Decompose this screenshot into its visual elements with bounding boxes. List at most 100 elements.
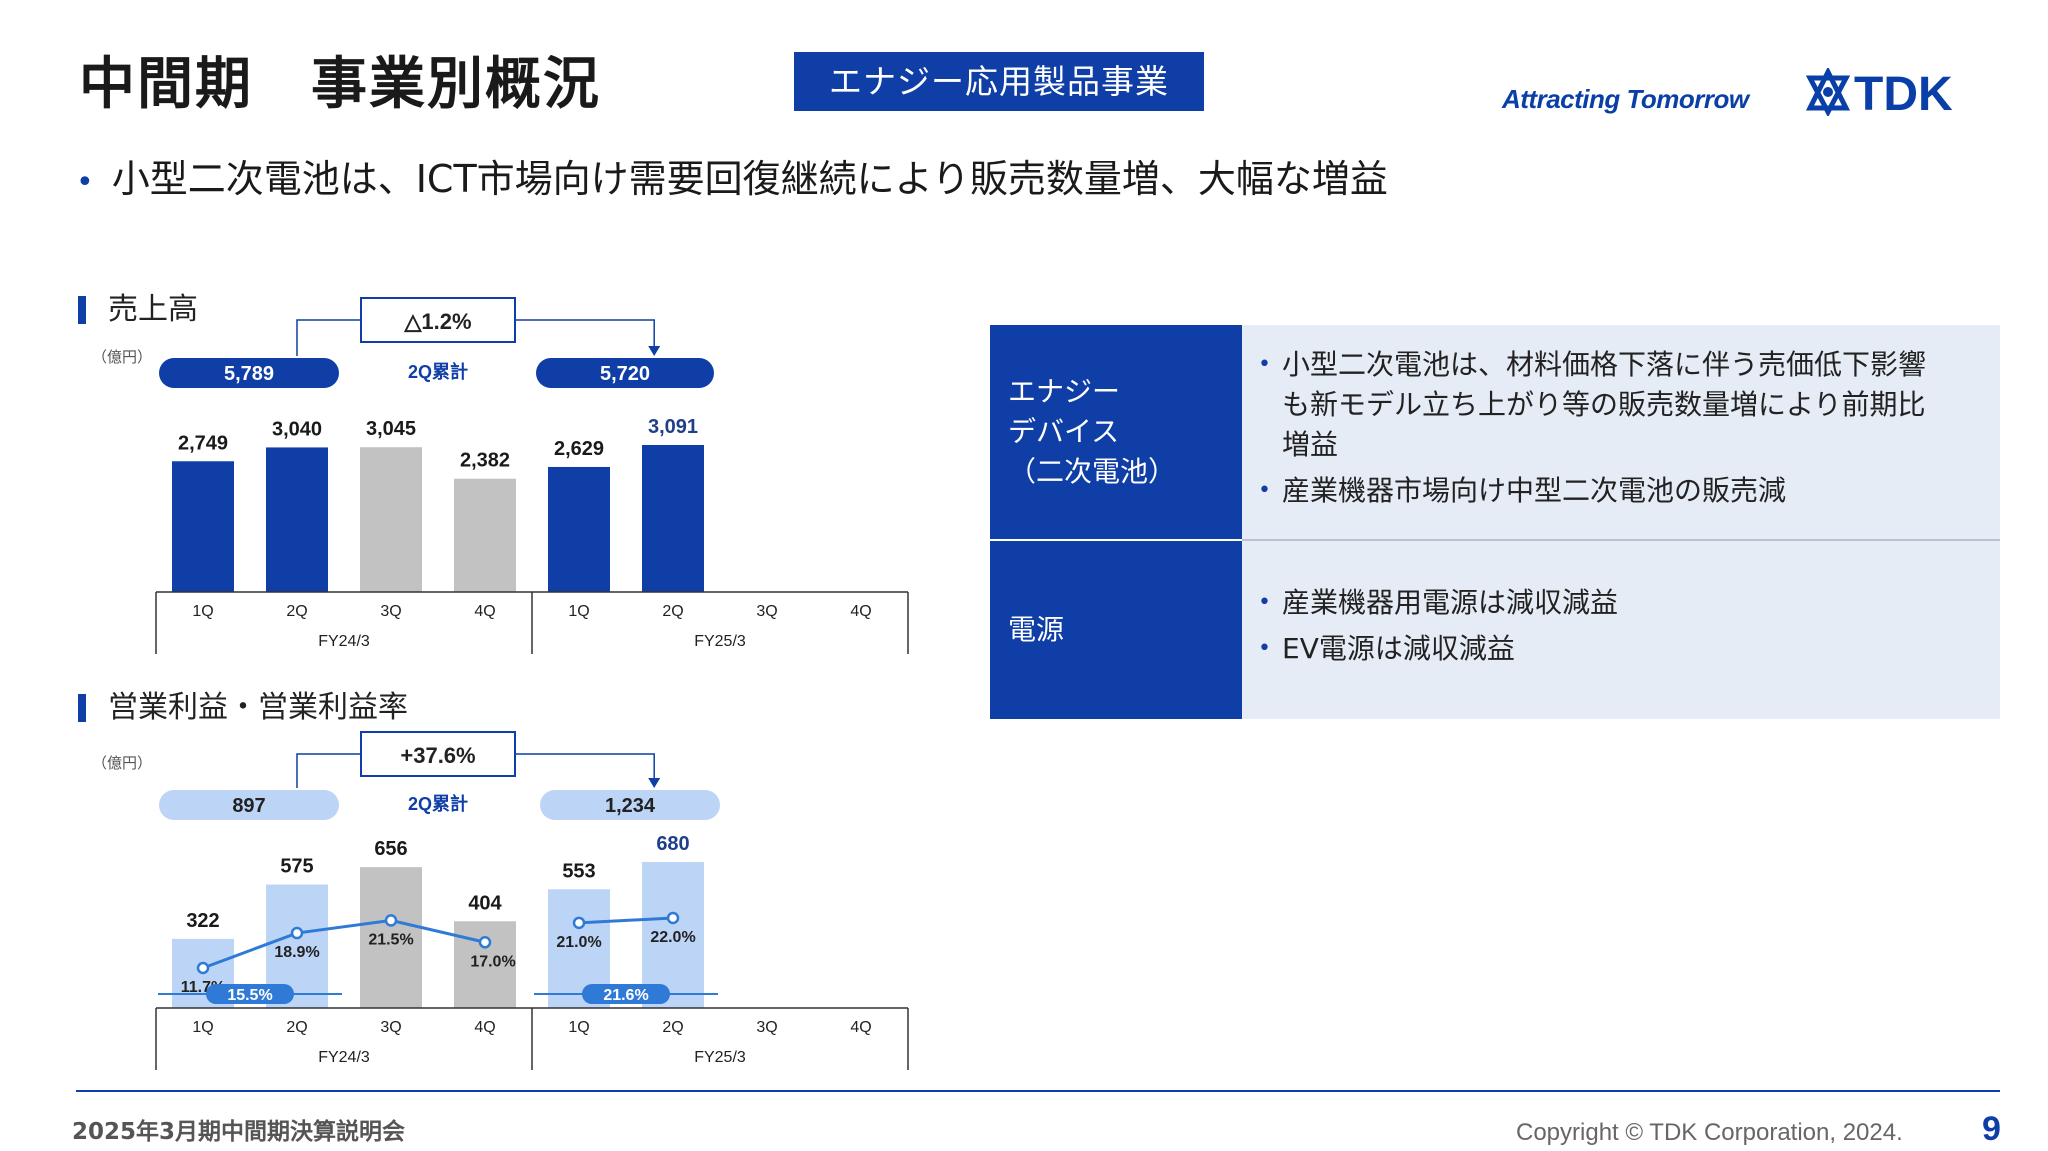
margin-line-fy24 xyxy=(202,918,486,970)
bracket-line xyxy=(538,319,655,350)
row-divider xyxy=(1242,539,2000,541)
bullet-text: EV電源は減収減益 xyxy=(1282,632,1515,665)
bullet-text: 小型二次電池は、材料価格下落に伴う売価低下影響 xyxy=(1282,348,1927,381)
tdk-emblem-icon xyxy=(1806,68,1851,116)
group-label: FY25/3 xyxy=(694,633,746,650)
bullet-dot: • xyxy=(1258,636,1271,661)
list-item: • EV電源は減収減益 xyxy=(1258,629,1980,669)
tick-label: 4Q xyxy=(474,603,495,620)
data-label: 3,091 xyxy=(648,416,698,438)
tick-label: 2Q xyxy=(286,1019,307,1036)
data-label: 3,040 xyxy=(272,418,322,440)
margin-point xyxy=(290,926,304,940)
sales-chart-title: 売上高 xyxy=(108,292,198,327)
change-label: △1.2% xyxy=(403,309,471,334)
cumulative-label: 2Q累計 xyxy=(408,793,468,814)
bullet-dot: • xyxy=(1258,590,1271,615)
bullet-dot: • xyxy=(1258,352,1271,377)
data-label: 2,749 xyxy=(178,432,228,454)
half-margin-pill xyxy=(206,984,294,1004)
data-label: 2,382 xyxy=(460,450,510,472)
tick-label: 3Q xyxy=(380,603,401,620)
bar xyxy=(172,461,234,592)
arrow-head-icon xyxy=(648,778,661,788)
cumulative-pill xyxy=(536,358,714,388)
list-item: • 小型二次電池は、材料価格下落に伴う売価低下影響 も新モデル立ち上がり等の販売… xyxy=(1258,345,1980,465)
segment-label: エナジー応用製品事業 xyxy=(794,52,1204,111)
tick-label: 4Q xyxy=(474,1019,495,1036)
group-label: FY25/3 xyxy=(694,1049,746,1066)
margin-line-fy25 xyxy=(578,916,674,925)
data-label: 575 xyxy=(280,856,313,878)
margin-point xyxy=(572,916,586,930)
bar xyxy=(642,862,704,1008)
arrow-head-icon xyxy=(648,346,661,356)
page-title: 中間期 事業別概況 xyxy=(79,52,601,117)
data-label: 656 xyxy=(374,838,407,860)
tick-label: 4Q xyxy=(850,1019,871,1036)
half-margin-pill xyxy=(582,984,670,1004)
cumulative-pill xyxy=(159,790,339,820)
tick-label: 1Q xyxy=(568,1019,589,1036)
tick-label: 1Q xyxy=(192,603,213,620)
table-row: 電源 • 産業機器用電源は減収減益 • EV電源は減収減益 xyxy=(990,541,2000,719)
margin-point xyxy=(666,911,680,925)
row-header-line: エナジー xyxy=(1008,375,1121,408)
bracket-line xyxy=(538,753,655,782)
data-label: 404 xyxy=(468,892,502,914)
bar xyxy=(266,447,328,592)
bar xyxy=(548,466,610,592)
change-label: +37.6% xyxy=(400,743,475,768)
cumulative-pill xyxy=(540,790,720,820)
copyright-notice: Copyright © TDK Corporation, 2024. xyxy=(1516,1119,1903,1146)
bullet-dot: • xyxy=(76,165,94,200)
cumulative-left-value: 5,789 xyxy=(224,363,274,385)
section-marker xyxy=(78,296,86,324)
change-box xyxy=(360,297,516,343)
margin-point xyxy=(478,936,492,949)
row-header-line: （二次電池） xyxy=(1008,455,1177,488)
profit-chart: +37.6% 897 2Q累計 1,234 322 575 656 404 553 680 1Q 2Q… xyxy=(155,731,909,1070)
brand-tagline: Attracting Tomorrow xyxy=(1502,84,1749,114)
cumulative-right-value: 5,720 xyxy=(600,363,650,385)
tick-label: 3Q xyxy=(380,1019,401,1036)
list-item: • 産業機器市場向け中型二次電池の販売減 xyxy=(1258,471,1980,511)
data-label: 3,045 xyxy=(366,418,416,440)
tick-label: 3Q xyxy=(756,1019,777,1036)
bullet-text: も新モデル立ち上がり等の販売数量増により前期比 xyxy=(1282,388,1926,421)
bullet-text: 産業機器市場向け中型二次電池の販売減 xyxy=(1282,474,1787,507)
sales-chart: △1.2% 5,789 2Q累計 5,720 2,749 3,040 3,045 2,382 2… xyxy=(155,297,909,654)
half-margin-label: 21.6% xyxy=(603,987,648,1004)
half-margin-label: 15.5% xyxy=(227,987,272,1004)
tick-label: 2Q xyxy=(286,603,307,620)
bar xyxy=(360,447,422,592)
margin-label: 22.0% xyxy=(650,929,695,946)
tick-label: 1Q xyxy=(568,603,589,620)
margin-label: 21.5% xyxy=(368,931,413,948)
row-header-energy-device: エナジー デバイス （二次電池） xyxy=(990,325,1242,539)
data-label: 680 xyxy=(656,833,689,855)
cumulative-label: 2Q累計 xyxy=(408,361,468,382)
margin-label: 21.0% xyxy=(556,934,601,951)
margin-label: 18.9% xyxy=(274,944,319,961)
bullet-text: 産業機器用電源は減収減益 xyxy=(1282,586,1619,619)
tick-label: 1Q xyxy=(192,1019,213,1036)
margin-label: 17.0% xyxy=(470,953,515,970)
footer-event-name: 2025年3月期中間期決算説明会 xyxy=(72,1119,406,1145)
change-box xyxy=(360,731,516,777)
tdk-wordmark: TDK xyxy=(1854,68,1953,116)
bullet-dot: • xyxy=(1258,478,1271,503)
data-label: 553 xyxy=(562,860,595,882)
footer-rule xyxy=(76,1090,2000,1092)
tdk-logo: TDK xyxy=(1806,68,1953,116)
sales-unit-label: （億円） xyxy=(92,348,153,366)
group-label: FY24/3 xyxy=(318,633,370,650)
margin-point xyxy=(196,961,210,975)
cumulative-pill xyxy=(159,358,339,388)
data-label: 2,629 xyxy=(554,438,604,460)
bar xyxy=(454,921,516,1008)
list-item: • 産業機器用電源は減収減益 xyxy=(1258,583,1980,623)
headline-text: 小型二次電池は、ICT市場向け需要回復継続により販売数量増、大幅な増益 xyxy=(111,157,1388,201)
profit-chart-title: 営業利益・営業利益率 xyxy=(108,690,408,725)
row-body: • 小型二次電池は、材料価格下落に伴う売価低下影響 も新モデル立ち上がり等の販売… xyxy=(1242,325,2000,539)
